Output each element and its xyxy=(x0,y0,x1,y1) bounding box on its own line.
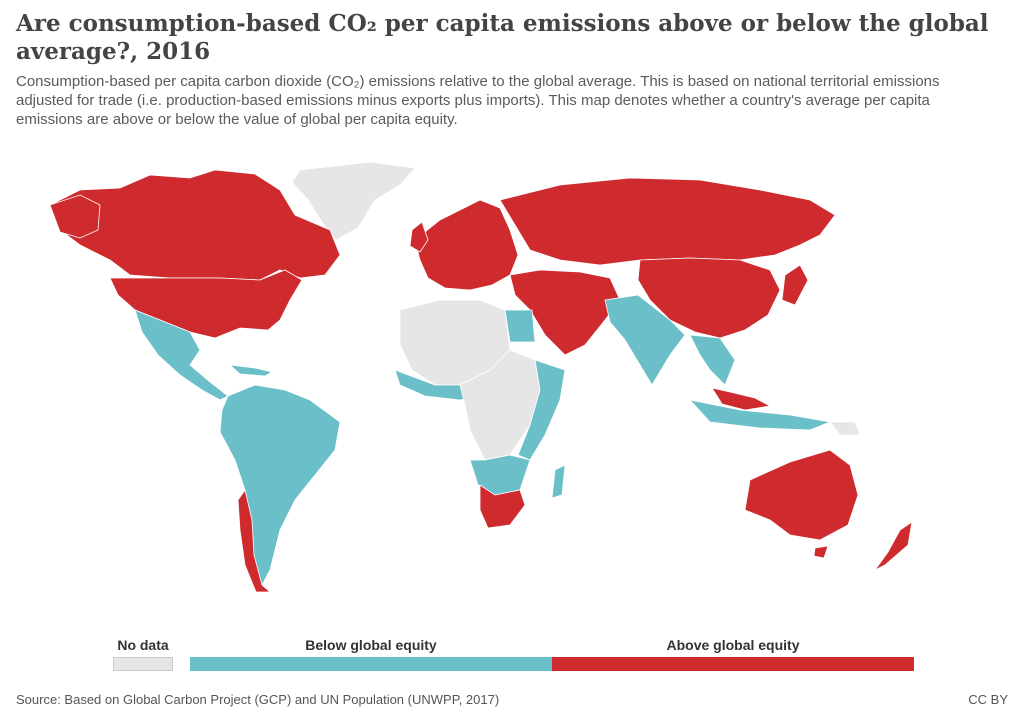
region-new-zealand[interactable] xyxy=(874,521,913,571)
region-china[interactable] xyxy=(637,257,781,339)
region-japan[interactable] xyxy=(781,264,809,306)
region-indonesia[interactable] xyxy=(688,399,832,431)
region-greenland[interactable] xyxy=(291,161,416,241)
region-egypt[interactable] xyxy=(504,309,536,343)
region-usa[interactable] xyxy=(109,269,303,339)
legend-label-above: Above global equity xyxy=(666,637,800,653)
region-malaysia[interactable] xyxy=(711,387,772,411)
region-south-america[interactable] xyxy=(219,384,341,586)
region-southeast-asia[interactable] xyxy=(689,334,736,386)
region-russia[interactable] xyxy=(499,177,836,266)
region-uk[interactable] xyxy=(409,221,429,253)
region-alaska[interactable] xyxy=(49,194,101,239)
legend-swatch-below xyxy=(190,657,552,671)
chart-title: Are consumption-based CO₂ per capita emi… xyxy=(16,10,989,65)
region-south-africa[interactable] xyxy=(479,484,526,529)
region-southern-africa[interactable] xyxy=(469,454,531,496)
legend-label-below: Below global equity xyxy=(305,637,437,653)
source-note: Source: Based on Global Carbon Project (… xyxy=(16,692,500,707)
region-madagascar[interactable] xyxy=(551,464,566,499)
legend-swatch-no-data xyxy=(113,657,173,671)
world-map xyxy=(49,161,913,593)
region-europe[interactable] xyxy=(414,199,519,291)
region-papua[interactable] xyxy=(829,421,861,436)
legend-swatch-above xyxy=(552,657,914,671)
region-canada[interactable] xyxy=(49,169,341,281)
region-middle-east[interactable] xyxy=(509,269,621,356)
license-link[interactable]: CC BY xyxy=(968,692,1008,707)
chart-subtitle: Consumption-based per capita carbon diox… xyxy=(16,73,940,128)
region-india[interactable] xyxy=(604,294,686,386)
region-tasmania[interactable] xyxy=(813,545,829,559)
legend-label-no-data: No data xyxy=(117,637,169,653)
region-chile[interactable] xyxy=(237,489,272,593)
region-australia[interactable] xyxy=(744,449,859,541)
region-caribbean[interactable] xyxy=(228,364,274,377)
